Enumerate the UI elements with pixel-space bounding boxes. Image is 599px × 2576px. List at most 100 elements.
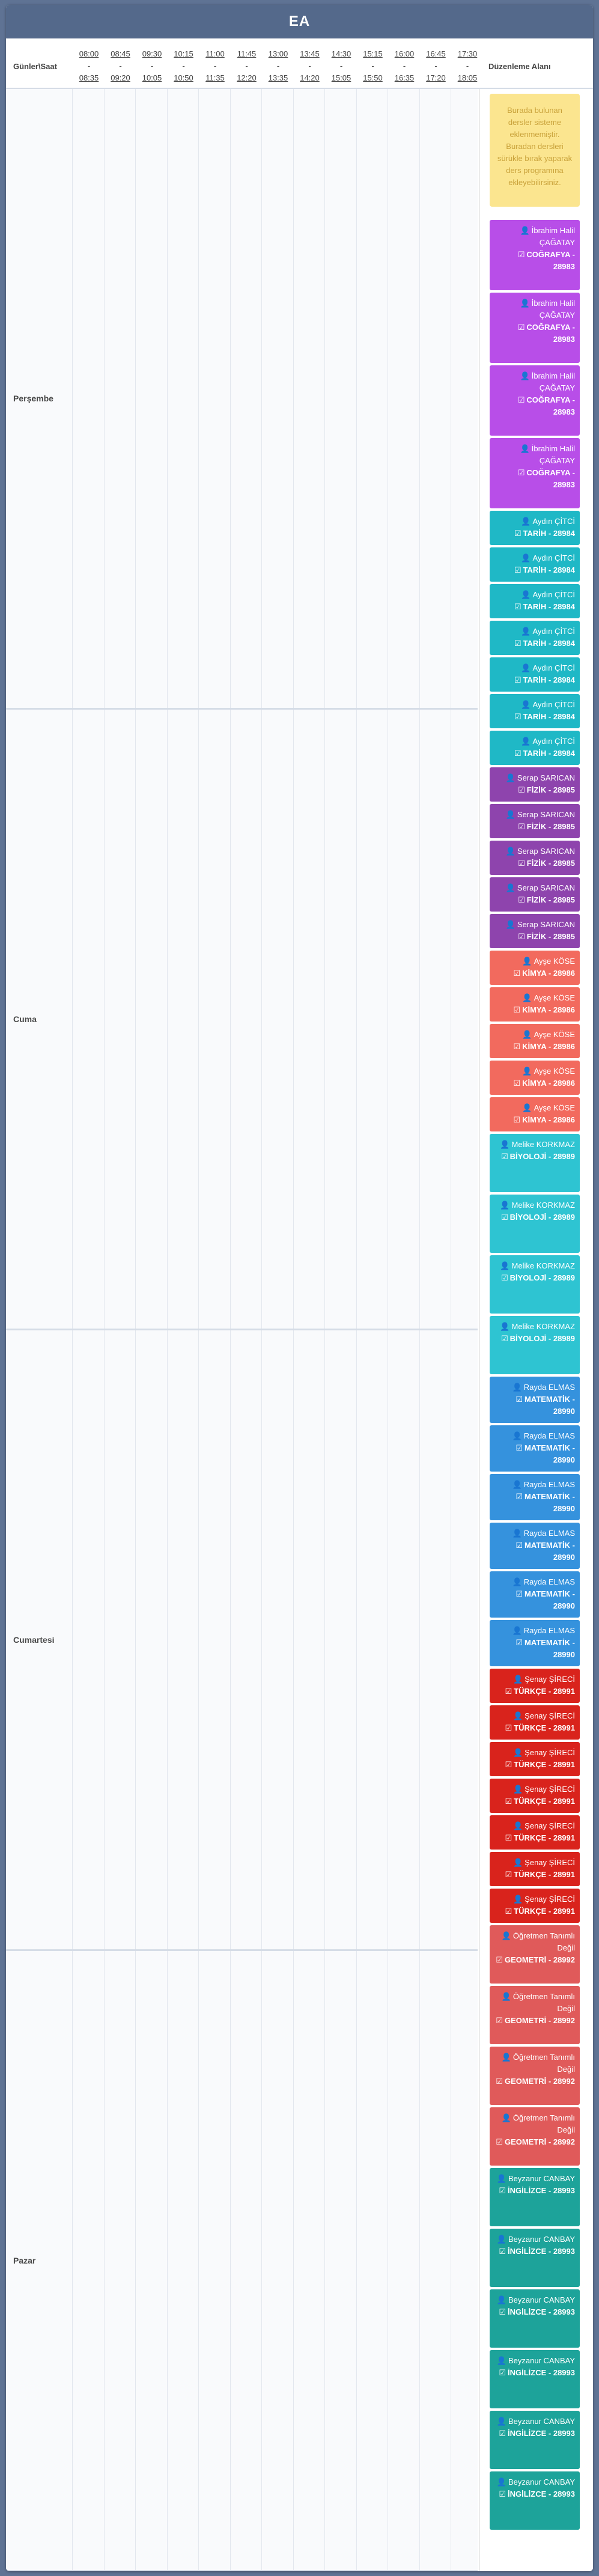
course-name: ☑ GEOMETRİ - 28992 <box>494 2015 575 2027</box>
slot-separator: - <box>357 60 389 72</box>
lesson-card[interactable]: 👤 Ayşe KÖSE ☑ KİMYA - 28986 <box>490 1024 580 1058</box>
edit-area[interactable]: Burada bulunan dersler sisteme eklenmemi… <box>479 89 593 2571</box>
page-title: EA <box>6 5 593 38</box>
lesson-card[interactable]: 👤 Aydın ÇİTCİ ☑ TARİH - 28984 <box>490 547 580 582</box>
course-name: ☑ TÜRKÇE - 28991 <box>494 1905 575 1917</box>
lesson-card[interactable]: 👤 Beyzanur CANBAY ☑ İNGİLİZCE - 28993 <box>490 2289 580 2348</box>
user-icon: 👤 <box>522 992 532 1004</box>
lesson-card[interactable]: 👤 Serap SARICAN ☑ FİZİK - 28985 <box>490 877 580 912</box>
lesson-card[interactable]: 👤 Rayda ELMAS ☑ MATEMATİK - 28990 <box>490 1425 580 1472</box>
lesson-card[interactable]: 👤 Öğretmen Tanımlı Değil ☑ GEOMETRİ - 28992 <box>490 1925 580 1984</box>
lesson-card[interactable]: 👤 Beyzanur CANBAY ☑ İNGİLİZCE - 28993 <box>490 2350 580 2408</box>
lesson-card[interactable]: 👤 Ayşe KÖSE ☑ KİMYA - 28986 <box>490 951 580 985</box>
lesson-card[interactable]: 👤 İbrahim Halil ÇAĞATAY ☑ COĞRAFYA - 28983 <box>490 293 580 363</box>
course-name: ☑ COĞRAFYA - 28983 <box>494 394 575 418</box>
lesson-card[interactable]: 👤 Beyzanur CANBAY ☑ İNGİLİZCE - 28993 <box>490 2168 580 2226</box>
course-name: ☑ MATEMATİK - 28990 <box>494 1442 575 1466</box>
lesson-card[interactable]: 👤 Serap SARICAN ☑ FİZİK - 28985 <box>490 914 580 948</box>
lesson-card[interactable]: 👤 Beyzanur CANBAY ☑ İNGİLİZCE - 28993 <box>490 2229 580 2287</box>
lesson-card[interactable]: 👤 Beyzanur CANBAY ☑ İNGİLİZCE - 28993 <box>490 2411 580 2469</box>
lesson-card[interactable]: 👤 Şenay ŞİRECİ ☑ TÜRKÇE - 28991 <box>490 1779 580 1813</box>
lesson-card[interactable]: 👤 Ayşe KÖSE ☑ KİMYA - 28986 <box>490 1061 580 1095</box>
course-name: ☑ İNGİLİZCE - 28993 <box>494 2185 575 2197</box>
user-icon: 👤 <box>521 589 531 601</box>
course-name: ☑ BİYOLOJİ - 28989 <box>494 1272 575 1284</box>
lesson-card[interactable]: 👤 Öğretmen Tanımlı Değil ☑ GEOMETRİ - 28992 <box>490 2047 580 2105</box>
slot-cell-divider <box>261 1330 262 1949</box>
teacher-name: 👤 Aydın ÇİTCİ <box>494 516 575 528</box>
user-icon: 👤 <box>512 1576 522 1588</box>
slot-cell-divider <box>324 1951 325 2570</box>
lesson-card[interactable]: 👤 Şenay ŞİRECİ ☑ TÜRKÇE - 28991 <box>490 1815 580 1850</box>
lesson-card[interactable]: 👤 Aydın ÇİTCİ ☑ TARİH - 28984 <box>490 584 580 618</box>
user-icon: 👤 <box>502 1930 511 1942</box>
lesson-card[interactable]: 👤 Melike KORKMAZ ☑ BİYOLOJİ - 28989 <box>490 1255 580 1314</box>
slot-start: 13:45 <box>294 48 326 60</box>
course-name: ☑ COĞRAFYA - 28983 <box>494 321 575 346</box>
slot-start: 16:45 <box>421 48 452 60</box>
lesson-card[interactable]: 👤 Ayşe KÖSE ☑ KİMYA - 28986 <box>490 1097 580 1131</box>
slot-start: 10:15 <box>168 48 199 60</box>
lesson-card[interactable]: 👤 Melike KORKMAZ ☑ BİYOLOJİ - 28989 <box>490 1195 580 1253</box>
course-name: ☑ FİZİK - 28985 <box>494 784 575 796</box>
lesson-card[interactable]: 👤 Ayşe KÖSE ☑ KİMYA - 28986 <box>490 987 580 1022</box>
lesson-card[interactable]: 👤 Şenay ŞİRECİ ☑ TÜRKÇE - 28991 <box>490 1852 580 1886</box>
lesson-card[interactable]: 👤 İbrahim Halil ÇAĞATAY ☑ COĞRAFYA - 28983 <box>490 438 580 508</box>
slot-separator: - <box>136 60 168 72</box>
course-name: ☑ MATEMATİK - 28990 <box>494 1491 575 1515</box>
slot-start: 09:30 <box>136 48 168 60</box>
teacher-name: 👤 Aydın ÇİTCİ <box>494 626 575 638</box>
check-square-icon: ☑ <box>496 2136 503 2148</box>
check-square-icon: ☑ <box>513 1004 520 1016</box>
slot-cell-divider <box>419 1951 420 2570</box>
user-icon: 👤 <box>520 297 530 309</box>
lesson-card[interactable]: 👤 Serap SARICAN ☑ FİZİK - 28985 <box>490 841 580 875</box>
lesson-card[interactable]: 👤 Beyzanur CANBAY ☑ İNGİLİZCE - 28993 <box>490 2471 580 2530</box>
lesson-card[interactable]: 👤 Serap SARICAN ☑ FİZİK - 28985 <box>490 767 580 802</box>
check-square-icon: ☑ <box>515 1442 523 1454</box>
edit-area-label: Düzenleme Alanı <box>488 43 551 89</box>
lesson-card[interactable]: 👤 Şenay ŞİRECİ ☑ TÜRKÇE - 28991 <box>490 1742 580 1776</box>
lesson-card[interactable]: 👤 Aydın ÇİTCİ ☑ TARİH - 28984 <box>490 694 580 728</box>
lesson-card[interactable]: 👤 Melike KORKMAZ ☑ BİYOLOJİ - 28989 <box>490 1134 580 1192</box>
lesson-card[interactable]: 👤 Öğretmen Tanımlı Değil ☑ GEOMETRİ - 28992 <box>490 1986 580 2044</box>
slot-cell-divider <box>198 89 199 708</box>
lesson-card[interactable]: 👤 Rayda ELMAS ☑ MATEMATİK - 28990 <box>490 1620 580 1666</box>
teacher-name: 👤 Rayda ELMAS <box>494 1479 575 1491</box>
lesson-card[interactable]: 👤 Rayda ELMAS ☑ MATEMATİK - 28990 <box>490 1474 580 1520</box>
teacher-name: 👤 Öğretmen Tanımlı Değil <box>494 2051 575 2075</box>
lesson-card[interactable]: 👤 Şenay ŞİRECİ ☑ TÜRKÇE - 28991 <box>490 1705 580 1740</box>
check-square-icon: ☑ <box>513 1114 520 1126</box>
time-slot-header: 11:00 - 11:35 <box>199 48 231 84</box>
slot-separator: - <box>73 60 105 72</box>
course-name: ☑ FİZİK - 28985 <box>494 894 575 906</box>
lesson-card[interactable]: 👤 Rayda ELMAS ☑ MATEMATİK - 28990 <box>490 1571 580 1618</box>
lesson-card[interactable]: 👤 Şenay ŞİRECİ ☑ TÜRKÇE - 28991 <box>490 1669 580 1703</box>
lesson-card[interactable]: 👤 Şenay ŞİRECİ ☑ TÜRKÇE - 28991 <box>490 1889 580 1923</box>
slot-cell-divider <box>324 89 325 708</box>
lesson-card[interactable]: 👤 Serap SARICAN ☑ FİZİK - 28985 <box>490 804 580 838</box>
teacher-name: 👤 Aydın ÇİTCİ <box>494 699 575 711</box>
slot-cell-divider <box>135 89 136 708</box>
course-name: ☑ TARİH - 28984 <box>494 564 575 576</box>
course-name: ☑ FİZİK - 28985 <box>494 821 575 833</box>
lesson-card[interactable]: 👤 İbrahim Halil ÇAĞATAY ☑ COĞRAFYA - 28983 <box>490 220 580 290</box>
check-square-icon: ☑ <box>518 394 525 406</box>
lesson-card[interactable]: 👤 Aydın ÇİTCİ ☑ TARİH - 28984 <box>490 657 580 692</box>
lesson-card[interactable]: 👤 Aydın ÇİTCİ ☑ TARİH - 28984 <box>490 731 580 765</box>
day-label: Perşembe <box>13 394 53 403</box>
course-name: ☑ KİMYA - 28986 <box>494 1004 575 1016</box>
lesson-card[interactable]: 👤 Melike KORKMAZ ☑ BİYOLOJİ - 28989 <box>490 1316 580 1374</box>
lesson-card[interactable]: 👤 Öğretmen Tanımlı Değil ☑ GEOMETRİ - 28992 <box>490 2107 580 2166</box>
lesson-card[interactable]: 👤 Rayda ELMAS ☑ MATEMATİK - 28990 <box>490 1377 580 1423</box>
check-square-icon: ☑ <box>501 1333 508 1345</box>
teacher-name: 👤 Rayda ELMAS <box>494 1576 575 1588</box>
slot-separator: - <box>294 60 326 72</box>
lesson-card[interactable]: 👤 Rayda ELMAS ☑ MATEMATİK - 28990 <box>490 1523 580 1569</box>
lesson-card[interactable]: 👤 Aydın ÇİTCİ ☑ TARİH - 28984 <box>490 621 580 655</box>
course-name: ☑ GEOMETRİ - 28992 <box>494 2075 575 2087</box>
user-icon: 👤 <box>520 225 530 237</box>
lesson-card[interactable]: 👤 Aydın ÇİTCİ ☑ TARİH - 28984 <box>490 511 580 545</box>
lesson-card[interactable]: 👤 İbrahim Halil ÇAĞATAY ☑ COĞRAFYA - 28983 <box>490 365 580 436</box>
check-square-icon: ☑ <box>513 1041 520 1053</box>
